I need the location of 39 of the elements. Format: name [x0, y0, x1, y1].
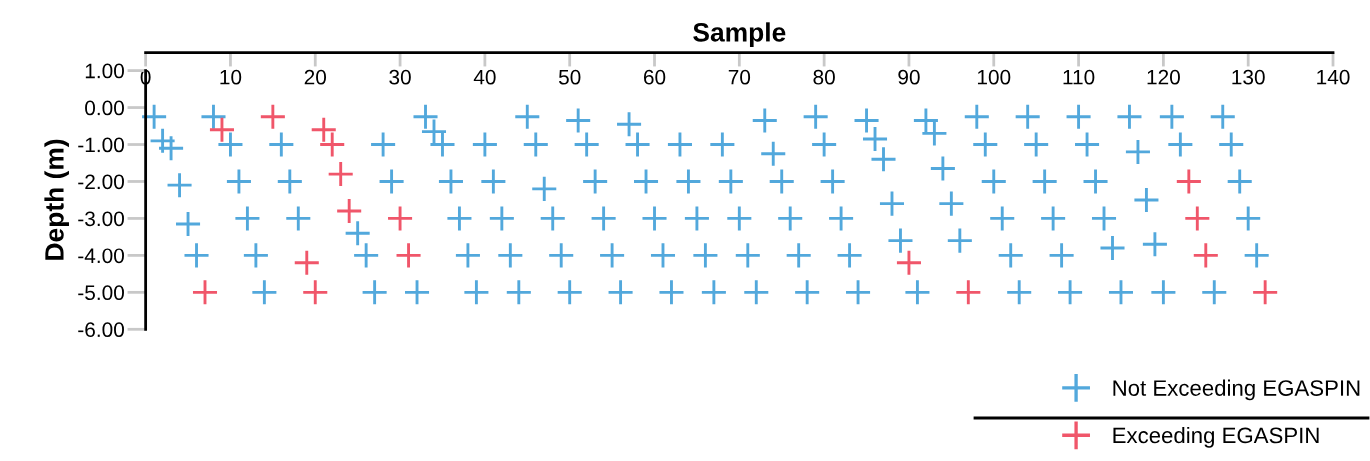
y-axis-title: Depth (m)	[44, 139, 69, 260]
legend-label: Exceeding EGASPIN	[1113, 426, 1319, 448]
point	[1185, 206, 1210, 231]
x-tick-label: 80	[813, 69, 835, 85]
y-tick-label: 0.00	[85, 100, 124, 116]
x-tick-label: 50	[558, 69, 581, 85]
x-tick-label: 30	[389, 69, 411, 85]
x-tick-label: 100	[977, 69, 1011, 85]
y-tick-label: -5.00	[78, 285, 124, 301]
point	[303, 280, 328, 305]
x-tick-label: 110	[1063, 69, 1095, 85]
legend-label: Not Exceeding EGASPIN	[1113, 379, 1360, 401]
y-tick-label: -4.00	[78, 248, 124, 264]
y-tick-label: -3.00	[78, 211, 124, 227]
y-tick-label: 1.00	[85, 63, 124, 79]
x-tick-label: 10	[220, 69, 242, 85]
point	[260, 104, 285, 129]
point	[294, 250, 319, 275]
point	[311, 117, 336, 142]
y-tick-label: -1.00	[78, 137, 124, 153]
y-tick-label: -6.00	[78, 322, 124, 338]
x-tick-label: 60	[643, 69, 666, 85]
x-tick-label: 40	[473, 69, 496, 85]
point	[388, 206, 413, 231]
x-tick-label: 70	[728, 69, 751, 85]
x-tick-label: 120	[1147, 69, 1180, 85]
x-axis-title: Sample	[693, 22, 786, 47]
point	[1253, 280, 1278, 305]
point	[328, 162, 353, 187]
point	[956, 280, 981, 305]
point	[1193, 243, 1218, 268]
y-tick-label: -2.00	[78, 174, 124, 190]
x-tick-label: 140	[1317, 69, 1350, 85]
point	[320, 132, 345, 157]
x-tick-label: 130	[1232, 69, 1265, 85]
point	[1176, 169, 1201, 194]
x-tick-label: 20	[304, 69, 327, 85]
x-tick-label: 90	[898, 69, 920, 85]
point	[396, 243, 421, 268]
